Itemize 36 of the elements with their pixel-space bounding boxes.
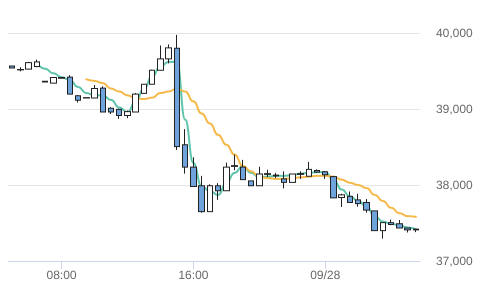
candlestick: [67, 74, 73, 95]
candlestick: [355, 193, 361, 208]
candlestick: [207, 184, 213, 212]
candlestick: [322, 170, 328, 180]
candlestick: [363, 198, 370, 214]
candlestick: [34, 59, 40, 68]
candlestick: [75, 94, 81, 104]
candlestick: [413, 228, 419, 233]
candlestick: [347, 190, 353, 204]
candlestick: [306, 161, 312, 178]
x-tick-label: 16:00: [178, 268, 209, 282]
line-series: [85, 78, 417, 218]
candlestick: [100, 86, 106, 113]
candlestick: [182, 128, 188, 174]
y-tick-label: 40,000: [436, 26, 474, 40]
x-tick-label: 08:00: [46, 268, 77, 282]
candlestick: [108, 106, 114, 114]
candlestick: [240, 159, 246, 180]
candlestick: [174, 34, 180, 151]
y-tick-label: 39,000: [436, 102, 474, 116]
candlestick: [9, 65, 15, 69]
candlestick: [388, 219, 394, 226]
x-tick-label: 09/28: [310, 268, 341, 282]
candlestick: [380, 222, 386, 240]
candlestick: [149, 68, 155, 85]
candlestick: [314, 168, 320, 174]
candlestick: [116, 108, 122, 120]
candlestick: [371, 210, 378, 232]
candlestick: [42, 80, 48, 83]
candlestick: [248, 180, 254, 187]
candlestick: [281, 170, 287, 189]
y-tick-label: 37,000: [436, 254, 474, 268]
candlestick: [141, 84, 147, 94]
candlestick: [215, 182, 221, 200]
y-tick-label: 38,000: [436, 178, 474, 192]
candlestick: [273, 172, 279, 179]
